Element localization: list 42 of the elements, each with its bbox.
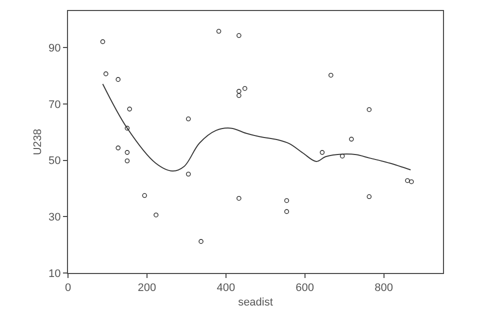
point	[116, 146, 121, 150]
point	[124, 150, 130, 155]
point	[349, 136, 354, 142]
point	[198, 239, 204, 244]
y-tick-label: 30	[48, 212, 61, 224]
point	[236, 196, 242, 201]
point	[328, 72, 334, 78]
point	[186, 116, 191, 122]
point	[366, 194, 372, 200]
point	[320, 150, 325, 155]
point	[216, 28, 222, 34]
y-tick-label: 70	[48, 98, 61, 111]
line-series	[102, 83, 412, 172]
x-tick-label: 800	[374, 282, 393, 294]
point	[366, 107, 372, 112]
y-tick-label: 90	[48, 42, 61, 54]
y-tick-label: 10	[48, 268, 61, 280]
point	[116, 77, 121, 82]
point	[236, 88, 242, 94]
point	[409, 179, 414, 184]
x-tick-label: 200	[138, 282, 156, 294]
point	[405, 178, 410, 183]
point	[142, 193, 147, 198]
point	[124, 126, 130, 131]
point	[127, 106, 132, 112]
y-tick-label: 50	[48, 155, 61, 168]
x-tick-label: 400	[216, 282, 236, 294]
point	[103, 71, 108, 76]
x-axis-title: seadist	[238, 296, 273, 308]
point	[100, 39, 106, 44]
x-tick-label: 600	[296, 282, 314, 294]
x-tick-label: 0	[64, 282, 72, 294]
point	[154, 212, 158, 218]
point	[284, 198, 290, 203]
point	[284, 209, 290, 214]
point	[186, 172, 191, 177]
point	[340, 154, 345, 158]
point	[242, 86, 248, 91]
point	[236, 93, 242, 98]
point	[236, 33, 242, 38]
point	[124, 158, 130, 164]
y-axis-title: U238	[32, 128, 44, 156]
